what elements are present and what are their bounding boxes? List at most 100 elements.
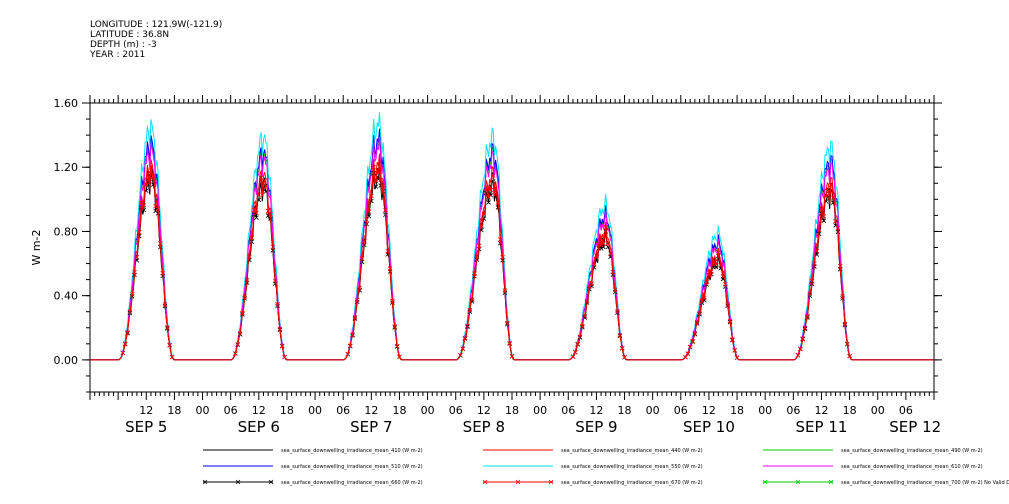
series-marker xyxy=(383,207,388,213)
y-tick-label: 0.40 xyxy=(54,290,79,303)
series-marker xyxy=(479,223,484,229)
series-marker xyxy=(242,294,248,299)
series-line xyxy=(90,112,934,361)
series-line xyxy=(90,136,934,361)
x-tick-label: 00 xyxy=(646,404,660,417)
series-marker xyxy=(605,241,611,246)
series-marker xyxy=(725,301,730,307)
x-tick-label: 18 xyxy=(392,404,406,417)
series-marker xyxy=(483,185,489,190)
series-marker xyxy=(387,266,393,271)
series-marker xyxy=(727,318,733,324)
series-marker xyxy=(373,178,379,184)
series-marker xyxy=(169,354,175,360)
series-marker xyxy=(279,343,285,349)
legend-entry-label: sea_surface_downwelling_irradiance_mean_… xyxy=(841,464,983,470)
legend-marker xyxy=(235,479,241,485)
series-marker xyxy=(692,331,698,336)
series-marker xyxy=(490,173,496,178)
series-marker xyxy=(366,209,372,214)
series-marker xyxy=(254,210,259,216)
series-marker xyxy=(256,192,262,197)
series-marker xyxy=(816,227,822,233)
series-marker xyxy=(507,340,512,346)
series-marker xyxy=(158,241,163,246)
series-marker xyxy=(282,354,287,360)
series-marker xyxy=(469,297,475,302)
series-marker xyxy=(683,354,688,360)
x-tick-label: 18 xyxy=(618,404,632,417)
series-marker xyxy=(812,261,817,266)
series-marker xyxy=(467,307,473,313)
series-marker xyxy=(235,341,240,347)
series-marker xyxy=(120,350,126,356)
legend-entry-label: sea_surface_downwelling_irradiance_mean_… xyxy=(281,448,423,454)
series-marker xyxy=(603,224,609,230)
series-marker xyxy=(730,337,735,342)
series-marker xyxy=(617,332,623,338)
series-marker xyxy=(828,182,834,188)
series-marker xyxy=(823,193,829,199)
series-marker xyxy=(141,203,147,208)
series-marker xyxy=(601,241,606,246)
series-marker xyxy=(619,345,625,351)
latitude-label: LATITUDE : 36.8N xyxy=(90,30,170,40)
series-marker xyxy=(392,324,398,329)
series-marker xyxy=(127,309,133,314)
x-date-label: SEP 11 xyxy=(796,418,848,436)
series-line xyxy=(90,167,934,361)
series-marker xyxy=(622,354,627,360)
series-marker xyxy=(687,344,693,350)
series-marker xyxy=(270,244,276,250)
x-date-label: SEP 10 xyxy=(683,418,735,436)
x-tick-label: 18 xyxy=(505,404,519,417)
x-tick-label: 12 xyxy=(139,404,153,417)
series-marker xyxy=(151,176,156,182)
series-marker xyxy=(373,184,379,189)
series-marker xyxy=(486,200,491,205)
x-tick-label: 12 xyxy=(364,404,378,417)
series-marker xyxy=(362,239,367,244)
series-marker xyxy=(734,355,740,360)
legend-entry-label: sea_surface_downwelling_irradiance_mean_… xyxy=(561,480,703,486)
series-marker xyxy=(129,292,135,297)
series-marker xyxy=(476,243,482,248)
series-marker xyxy=(390,298,395,304)
series-marker xyxy=(720,274,726,279)
series-marker xyxy=(690,338,695,344)
y-tick-label: 1.60 xyxy=(54,97,79,110)
series-marker xyxy=(244,277,250,283)
plot-frame xyxy=(89,102,935,393)
series-marker xyxy=(821,218,827,224)
series-marker xyxy=(251,207,257,213)
series-marker xyxy=(272,278,278,284)
x-date-label: SEP 9 xyxy=(575,418,617,436)
series-marker xyxy=(835,225,841,231)
series-marker xyxy=(582,313,587,319)
series-marker xyxy=(354,297,360,303)
series-marker xyxy=(350,332,355,337)
series-marker xyxy=(591,262,597,267)
series-marker xyxy=(708,269,714,274)
x-tick-label: 00 xyxy=(196,404,210,417)
series-marker xyxy=(364,217,369,222)
series-marker xyxy=(385,248,391,254)
y-axis-label: W m-2 xyxy=(30,229,43,265)
depth-label: DEPTH (m) : -3 xyxy=(90,40,157,50)
series-marker xyxy=(460,346,466,351)
series-marker xyxy=(608,251,613,256)
y-tick-label: 1.20 xyxy=(54,161,79,174)
series-marker xyxy=(237,331,243,336)
series-group xyxy=(90,112,934,361)
series-marker xyxy=(366,213,372,219)
legend-marker xyxy=(268,479,274,485)
series-marker xyxy=(125,330,130,335)
x-tick-label: 12 xyxy=(814,404,828,417)
x-date-label: SEP 12 xyxy=(889,418,941,436)
x-tick-label: 00 xyxy=(871,404,885,417)
series-marker xyxy=(380,183,386,189)
series-marker xyxy=(798,346,803,352)
x-date-label: SEP 7 xyxy=(350,418,392,436)
y-tick-label: 0.00 xyxy=(54,354,79,367)
legend-entry-label: sea_surface_downwelling_irradiance_mean_… xyxy=(841,448,983,454)
